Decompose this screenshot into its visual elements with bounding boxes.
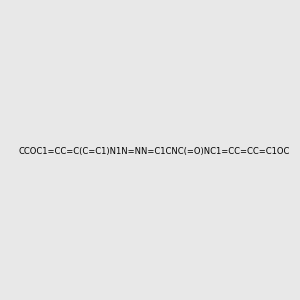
Text: CCOC1=CC=C(C=C1)N1N=NN=C1CNC(=O)NC1=CC=CC=C1OC: CCOC1=CC=C(C=C1)N1N=NN=C1CNC(=O)NC1=CC=C… [18,147,290,156]
